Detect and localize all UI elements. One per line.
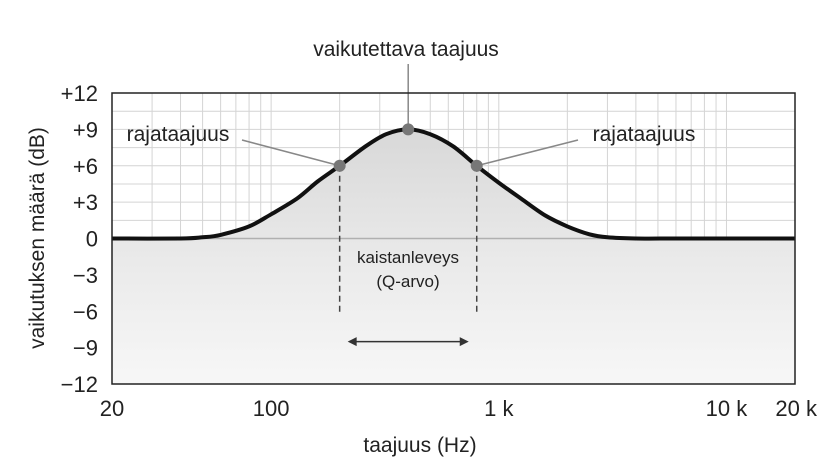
center-frequency-label: vaikutettava taajuus <box>313 38 499 61</box>
eq-curve-line <box>111 127 796 241</box>
cutoff-right-label: rajataajuus <box>593 123 696 146</box>
y-tick-label: +12 <box>61 81 98 106</box>
y-axis-label: vaikutuksen määrä (dB) <box>26 127 49 349</box>
bandwidth-label: kaistanleveys <box>357 248 459 267</box>
cutoff-left-label: rajataajuus <box>127 123 230 146</box>
y-tick-label: 0 <box>86 227 98 252</box>
x-tick-label: 20 <box>100 396 124 421</box>
cutoff-left-leader-line <box>241 139 340 167</box>
cutoff-right-leader-line <box>476 139 579 167</box>
bandwidth-markers <box>338 165 478 347</box>
y-tick-labels: +12 +9 +6 +3 0 −3 −6 −9 −12 <box>61 81 98 397</box>
cutoff-right-point <box>470 159 483 172</box>
q-value-label: (Q-arvo) <box>376 272 439 291</box>
y-tick-label: −6 <box>73 299 98 324</box>
x-tick-label: 100 <box>253 396 290 421</box>
bandwidth-arrow-left <box>347 337 357 347</box>
x-tick-label: 1 k <box>484 396 514 421</box>
center-point <box>402 123 415 136</box>
y-tick-label: +9 <box>73 117 98 142</box>
x-tick-label: 20 k <box>775 396 818 421</box>
y-tick-label: −9 <box>73 336 98 361</box>
y-tick-label: +3 <box>73 190 98 215</box>
annotation-leaders <box>241 64 579 167</box>
y-tick-label: −3 <box>73 263 98 288</box>
x-tick-labels: 20 100 1 k 10 k 20 k <box>100 396 818 421</box>
cutoff-left-point <box>333 159 346 172</box>
plot-frame <box>111 92 796 385</box>
x-axis-label: taajuus (Hz) <box>363 434 476 457</box>
curve-points <box>333 123 483 172</box>
curve-area-fill <box>112 129 795 384</box>
bandwidth-arrow-right <box>459 337 469 347</box>
y-tick-label: −12 <box>61 372 98 397</box>
x-tick-label: 10 k <box>706 396 749 421</box>
y-tick-label: +6 <box>73 154 98 179</box>
